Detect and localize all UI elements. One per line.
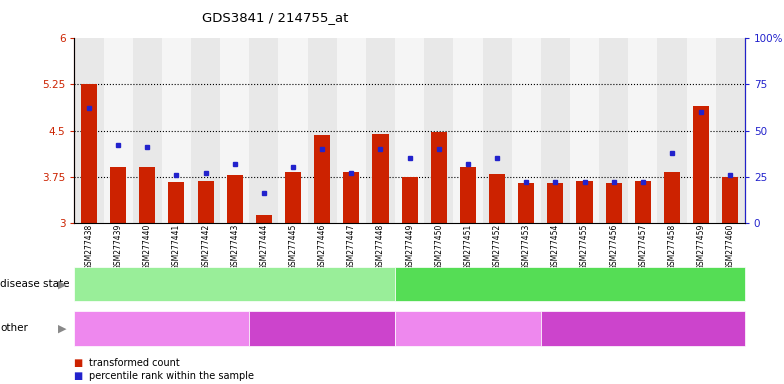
Bar — [570, 38, 599, 223]
Bar — [512, 38, 541, 223]
Bar — [249, 38, 278, 223]
Bar — [395, 38, 424, 223]
Text: other: other — [0, 323, 28, 333]
Text: Obese: Obese — [307, 323, 338, 333]
Text: Obese: Obese — [627, 323, 659, 333]
Bar — [256, 215, 272, 223]
Text: GDS3841 / 214755_at: GDS3841 / 214755_at — [202, 12, 349, 25]
Text: ▶: ▶ — [58, 323, 67, 333]
Bar — [198, 181, 214, 223]
Text: ■: ■ — [74, 371, 87, 381]
Bar — [140, 167, 155, 223]
Bar — [401, 177, 418, 223]
Bar — [657, 38, 687, 223]
Text: disease state: disease state — [0, 279, 70, 289]
Bar — [541, 38, 570, 223]
Bar — [453, 38, 482, 223]
Bar — [722, 177, 739, 223]
Bar — [716, 38, 745, 223]
Bar — [687, 38, 716, 223]
Bar — [278, 38, 307, 223]
Bar — [605, 183, 622, 223]
Bar — [169, 182, 184, 223]
Bar — [103, 38, 132, 223]
Text: percentile rank within the sample: percentile rank within the sample — [89, 371, 253, 381]
Text: Lean: Lean — [150, 323, 174, 333]
Bar — [343, 172, 359, 223]
Bar — [424, 38, 453, 223]
Bar — [547, 183, 564, 223]
Bar — [191, 38, 220, 223]
Bar — [314, 136, 330, 223]
Bar — [307, 38, 337, 223]
Bar — [337, 38, 366, 223]
Bar — [635, 181, 651, 223]
Bar — [460, 167, 476, 223]
Bar — [482, 38, 512, 223]
Bar — [162, 38, 191, 223]
Bar — [220, 38, 249, 223]
Text: Polycystic ovary syndrome: Polycystic ovary syndrome — [505, 279, 635, 289]
Text: ▶: ▶ — [58, 279, 67, 289]
Text: transformed count: transformed count — [89, 358, 180, 368]
Bar — [285, 172, 301, 223]
Bar — [628, 38, 657, 223]
Bar — [489, 174, 505, 223]
Bar — [366, 38, 395, 223]
Bar — [372, 134, 389, 223]
Bar — [518, 183, 534, 223]
Text: Lean: Lean — [456, 323, 480, 333]
Bar — [576, 181, 593, 223]
Bar — [430, 132, 447, 223]
Bar — [74, 38, 103, 223]
Bar — [227, 175, 243, 223]
Bar — [81, 84, 97, 223]
Text: Control, non-polycystic ovary syndrome: Control, non-polycystic ovary syndrome — [138, 279, 332, 289]
Bar — [599, 38, 628, 223]
Text: ■: ■ — [74, 358, 87, 368]
Bar — [132, 38, 162, 223]
Bar — [693, 106, 709, 223]
Bar — [664, 172, 680, 223]
Bar — [111, 167, 126, 223]
